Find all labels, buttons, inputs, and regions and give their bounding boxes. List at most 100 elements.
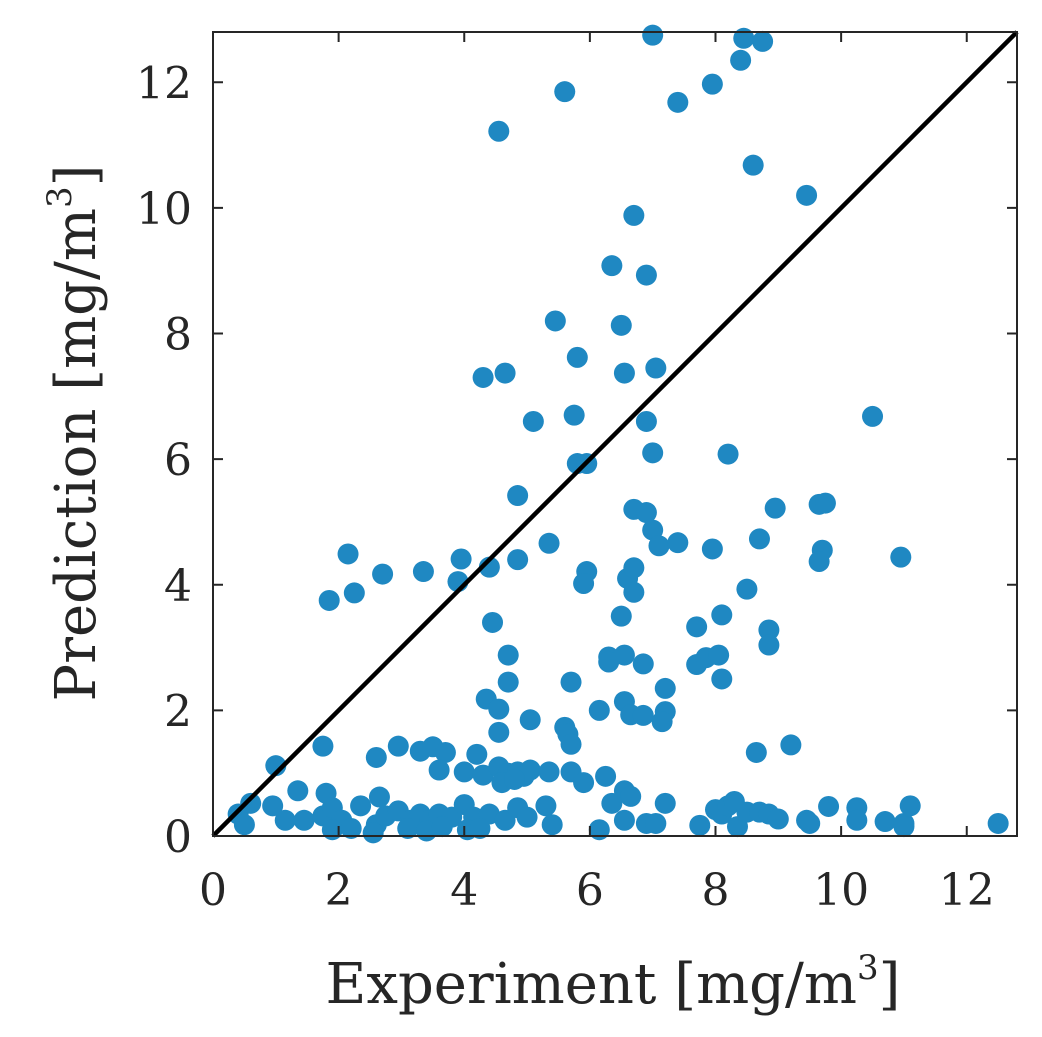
y-axis-label-exponent: 3 — [40, 186, 80, 208]
data-point — [667, 91, 689, 113]
data-point — [613, 362, 635, 384]
data-point — [274, 809, 296, 831]
x-axis-label: Experiment [mg/m3] — [325, 948, 900, 1017]
x-tick-label: 4 — [450, 865, 478, 916]
data-point — [588, 699, 610, 721]
data-point — [620, 785, 642, 807]
data-point — [466, 743, 488, 765]
data-point — [566, 346, 588, 368]
data-point — [758, 634, 780, 656]
y-tick-label: 6 — [164, 435, 192, 486]
data-point — [573, 572, 595, 594]
y-tick-label: 4 — [164, 561, 192, 612]
y-tick-label: 10 — [136, 184, 192, 235]
data-point — [507, 485, 529, 507]
data-point — [654, 677, 676, 699]
data-point — [654, 792, 676, 814]
data-point — [372, 563, 394, 585]
data-point — [701, 538, 723, 560]
x-tick-label: 8 — [702, 865, 730, 916]
data-point — [544, 310, 566, 332]
data-point — [538, 761, 560, 783]
data-point — [623, 557, 645, 579]
data-point — [541, 814, 563, 836]
data-point — [482, 611, 504, 633]
data-point — [535, 795, 557, 817]
data-point — [563, 404, 585, 426]
data-point — [780, 734, 802, 756]
y-axis-label-text: Prediction [mg/m — [44, 208, 109, 701]
data-point — [814, 492, 836, 514]
data-point — [736, 578, 758, 600]
data-point — [598, 651, 620, 673]
data-point — [623, 204, 645, 226]
data-point — [686, 616, 708, 638]
y-tick-label: 8 — [164, 310, 192, 361]
data-point — [632, 704, 654, 726]
axis-ticks — [212, 32, 1017, 837]
identity-reference-line — [211, 30, 1019, 838]
data-point — [635, 264, 657, 286]
data-point — [717, 443, 739, 465]
data-point — [799, 812, 821, 834]
data-point — [488, 721, 510, 743]
data-points — [227, 24, 1009, 844]
data-point — [613, 809, 635, 831]
data-point — [365, 746, 387, 768]
data-point — [893, 816, 915, 838]
plot-area-frame — [212, 31, 1018, 837]
data-point — [516, 806, 538, 828]
y-axis-tick-labels: 0 2 4 6 8 10 12 — [136, 58, 192, 863]
x-tick-label: 10 — [813, 865, 869, 916]
data-point — [899, 795, 921, 817]
data-point — [642, 442, 664, 464]
data-point — [368, 786, 390, 808]
data-point — [767, 808, 789, 830]
data-point — [453, 761, 475, 783]
data-point — [635, 410, 657, 432]
y-tick-label: 0 — [164, 812, 192, 863]
data-point — [497, 671, 519, 693]
data-point — [387, 735, 409, 757]
data-point — [890, 546, 912, 568]
data-point — [560, 733, 582, 755]
data-point — [752, 30, 774, 52]
data-point — [507, 549, 529, 571]
data-point — [711, 668, 733, 690]
data-point — [573, 772, 595, 794]
data-point — [613, 644, 635, 666]
data-point — [472, 764, 494, 786]
data-point — [262, 795, 284, 817]
data-point — [667, 532, 689, 554]
data-point — [846, 809, 868, 831]
data-point — [595, 765, 617, 787]
data-point — [711, 604, 733, 626]
data-point — [874, 811, 896, 833]
data-point — [745, 741, 767, 763]
x-axis-tick-labels: 0 2 4 6 8 10 12 — [199, 865, 995, 916]
data-point — [701, 73, 723, 95]
data-point — [601, 255, 623, 277]
x-axis-label-exponent: 3 — [857, 948, 879, 988]
data-point — [428, 759, 450, 781]
data-point — [987, 812, 1009, 834]
data-point — [318, 589, 340, 611]
x-tick-label: 2 — [325, 865, 353, 916]
x-tick-label: 6 — [576, 865, 604, 916]
data-point — [434, 741, 456, 763]
data-point — [648, 535, 670, 557]
data-point — [610, 314, 632, 336]
data-point — [431, 816, 453, 838]
data-point — [343, 582, 365, 604]
data-point — [233, 814, 255, 836]
data-point — [733, 27, 755, 49]
data-point — [538, 532, 560, 554]
data-point — [450, 548, 472, 570]
data-point — [689, 814, 711, 836]
data-point — [588, 819, 610, 841]
data-point — [601, 792, 623, 814]
data-point — [321, 819, 343, 841]
data-point — [519, 709, 541, 731]
data-point — [645, 812, 667, 834]
data-point — [742, 154, 764, 176]
